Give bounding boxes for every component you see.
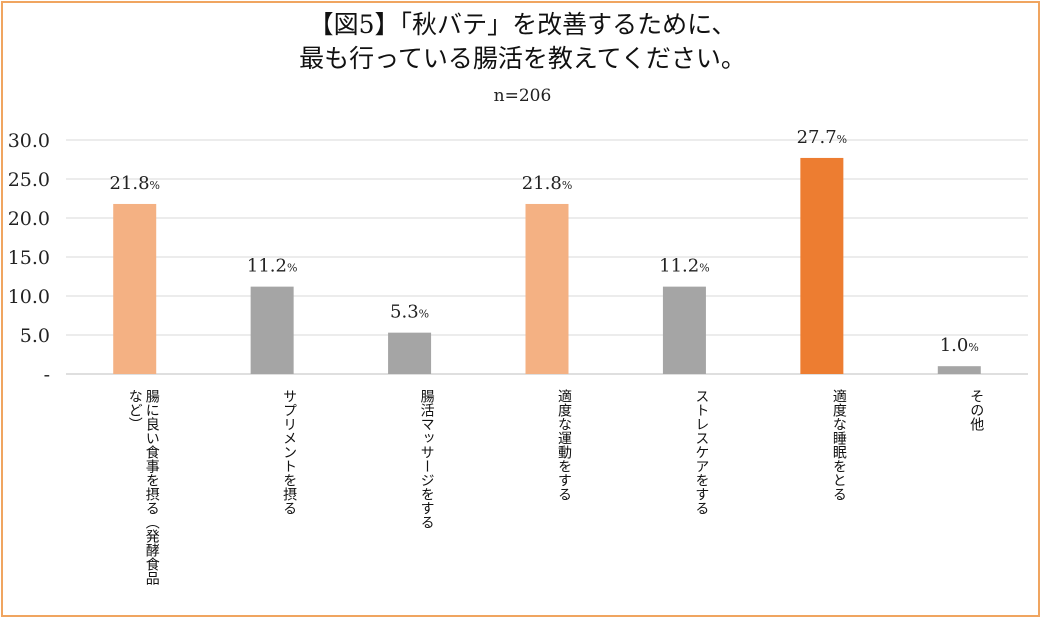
category-label: その他 [968, 389, 984, 432]
bar [113, 203, 157, 374]
category-label: 腸に良い食事を摂る（発酵食品 [144, 389, 160, 585]
bar [662, 286, 706, 374]
data-label: 27.7% [797, 127, 848, 148]
y-tick-label: - [44, 364, 50, 386]
category-label: 適度な運動をする [556, 388, 572, 501]
chart-title: 【図5】「秋バテ」を改善するために、 最も行っている腸活を教えてください。 [0, 8, 1045, 76]
category-label: など） [127, 389, 143, 431]
bar [800, 157, 844, 374]
data-label: 11.2% [247, 256, 298, 277]
bar [388, 332, 432, 374]
data-label: 21.8% [109, 173, 160, 194]
y-tick-label: 25.0 [8, 169, 50, 191]
bar [250, 286, 294, 374]
category-label: ストレスケアをする [693, 389, 709, 515]
title-line-2: 最も行っている腸活を教えてください。 [299, 44, 746, 73]
y-tick-label: 15.0 [8, 247, 50, 269]
y-tick-label: 10.0 [8, 286, 50, 308]
bar [937, 366, 981, 374]
y-tick-label: 20.0 [8, 208, 50, 230]
category-label: 腸活マッサージをする [419, 389, 435, 529]
category-label: サプリメントを摂る [281, 389, 297, 515]
data-label: 21.8% [522, 173, 573, 194]
data-label: 1.0% [940, 335, 979, 356]
data-label: 5.3% [390, 302, 429, 323]
data-label: 11.2% [659, 256, 710, 277]
title-line-1: 【図5】「秋バテ」を改善するために、 [308, 10, 737, 39]
bar [525, 203, 569, 374]
y-tick-label: 30.0 [8, 130, 50, 152]
category-label: 適度な睡眠をとる [831, 388, 847, 501]
chart-subtitle: n=206 [493, 86, 552, 106]
y-tick-label: 5.0 [20, 325, 50, 347]
